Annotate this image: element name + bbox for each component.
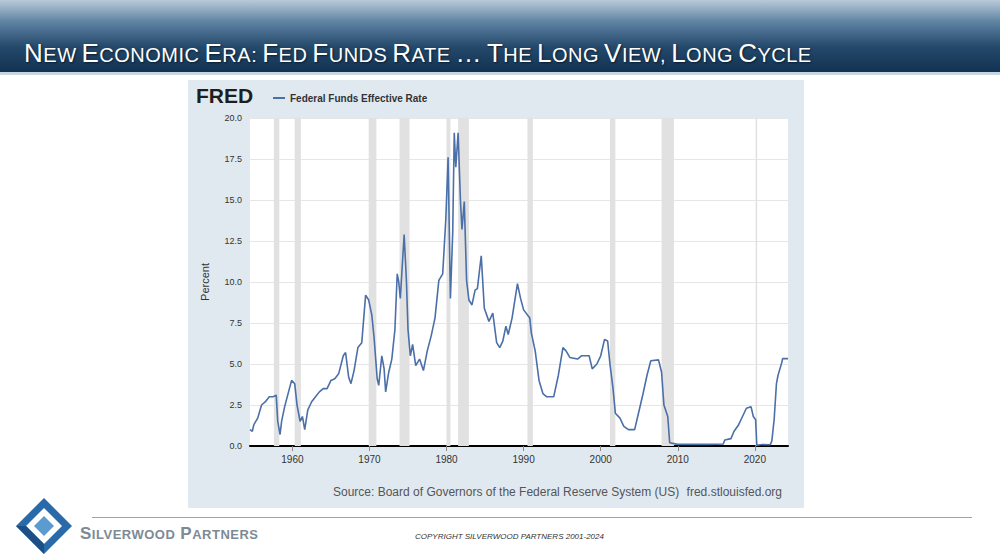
svg-text:1990: 1990 xyxy=(512,454,535,465)
svg-text:0.0: 0.0 xyxy=(229,441,242,451)
svg-text:fred.stlouisfed.org: fred.stlouisfed.org xyxy=(687,485,782,499)
svg-text:2010: 2010 xyxy=(667,454,690,465)
svg-text:7.5: 7.5 xyxy=(229,318,242,328)
svg-text:10.0: 10.0 xyxy=(224,277,242,287)
svg-text:FRED: FRED xyxy=(196,84,253,107)
svg-text:Percent: Percent xyxy=(199,263,211,301)
svg-text:5.0: 5.0 xyxy=(229,359,242,369)
svg-text:1980: 1980 xyxy=(435,454,458,465)
svg-text:1960: 1960 xyxy=(281,454,304,465)
html-text:SI L V E R W O O D PA R T N E: SI L V E R W O O D PA R T N E R S xyxy=(80,524,259,543)
svg-text:1970: 1970 xyxy=(358,454,381,465)
html-text:COPYRIGHT SILVERWOOD PARTNERS: COPYRIGHT SILVERWOOD PARTNERS 2001-2024 xyxy=(415,532,604,541)
svg-text:2020: 2020 xyxy=(744,454,767,465)
svg-text:2.5: 2.5 xyxy=(229,400,242,410)
html-text:NE W EC O N O M I C ER A: FE D: NE W EC O N O M I C ER A: FE D FU N D S … xyxy=(24,38,812,68)
svg-text:12.5: 12.5 xyxy=(224,236,242,246)
svg-text:20.0: 20.0 xyxy=(224,113,242,123)
svg-text:Federal Funds Effective Rate: Federal Funds Effective Rate xyxy=(290,93,428,104)
svg-text:17.5: 17.5 xyxy=(224,154,242,164)
svg-text:15.0: 15.0 xyxy=(224,195,242,205)
svg-text:Source: Board of Governors of: Source: Board of Governors of the Federa… xyxy=(333,485,679,499)
svg-text:2000: 2000 xyxy=(590,454,613,465)
